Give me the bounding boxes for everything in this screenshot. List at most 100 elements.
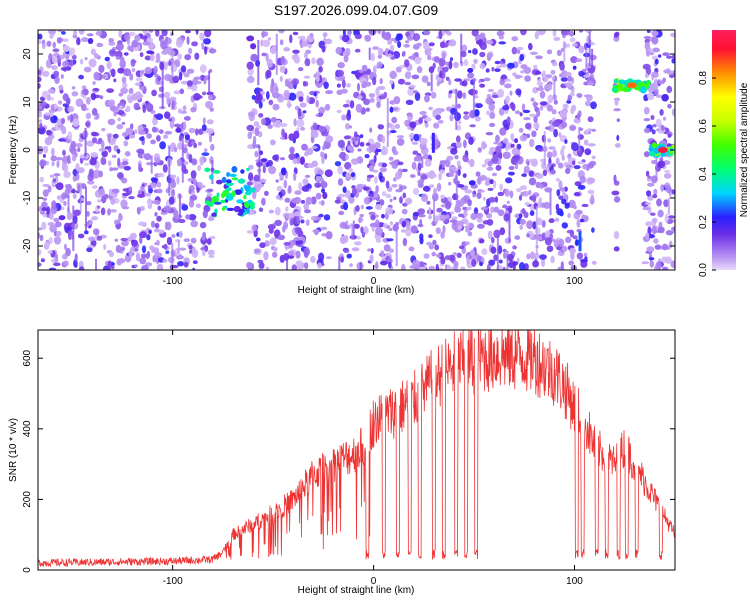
heatmap-cell — [579, 258, 588, 263]
heatmap-cell — [520, 64, 528, 70]
heatmap-cell — [38, 249, 42, 256]
heatmap-cell — [301, 199, 305, 204]
heatmap-cell — [253, 248, 261, 254]
heatmap-cell — [111, 154, 117, 158]
heatmap-cell — [88, 236, 96, 242]
heatmap-cell — [518, 194, 523, 201]
heatmap-cell — [343, 135, 351, 140]
heatmap-cell — [561, 154, 565, 161]
heatmap-cell — [146, 133, 153, 139]
heatmap-cell — [655, 154, 658, 180]
heatmap-cell — [248, 172, 254, 182]
heatmap-cell — [576, 252, 584, 260]
heatmap-cell — [209, 135, 213, 143]
heatmap-cell — [72, 118, 80, 127]
heatmap-cell — [485, 68, 490, 73]
heatmap-cell — [448, 79, 452, 86]
heatmap-cell — [294, 190, 302, 195]
heatmap-cell — [494, 60, 501, 65]
heatmap-cell — [134, 91, 142, 101]
heatmap-cell — [304, 262, 309, 270]
heatmap-cell — [296, 118, 305, 128]
heatmap-cell — [322, 32, 328, 38]
heatmap-cell — [526, 233, 530, 238]
heatmap-cell — [41, 207, 49, 212]
heatmap-cell — [369, 254, 374, 263]
heatmap-cell — [188, 153, 193, 163]
heatmap-cell — [650, 115, 655, 120]
heatmap-cell — [295, 260, 303, 266]
heatmap-cell — [644, 41, 651, 50]
heatmap-cell — [72, 205, 75, 251]
heatmap-cell — [136, 148, 145, 154]
heatmap-cell — [438, 30, 443, 40]
heatmap-cell — [92, 137, 98, 144]
heatmap-cell — [246, 261, 252, 269]
heatmap-cell — [348, 168, 353, 173]
heatmap-cell — [510, 133, 515, 141]
heatmap-cell — [112, 188, 120, 194]
heatmap-cell — [41, 201, 48, 208]
heatmap-cell — [516, 257, 520, 264]
heatmap-cell — [340, 235, 347, 244]
heatmap-cell — [577, 184, 586, 190]
heatmap-cell — [259, 178, 267, 183]
heatmap-cell — [430, 73, 433, 92]
heatmap-cell — [373, 65, 377, 74]
heatmap-feature-cell — [220, 192, 225, 199]
heatmap-cell — [587, 189, 595, 195]
heatmap-cell — [383, 244, 391, 252]
heatmap-cell — [558, 195, 564, 200]
heatmap-cell — [647, 226, 652, 235]
heatmap-cell — [449, 166, 457, 171]
heatmap-cell — [75, 163, 80, 171]
heatmap-cell — [546, 49, 553, 55]
heatmap-cell — [315, 99, 319, 108]
heatmap-cell — [461, 80, 468, 87]
heatmap-cell — [168, 60, 172, 66]
heatmap-cell — [121, 240, 129, 247]
heatmap-cell — [121, 177, 128, 184]
heatmap-cell — [318, 113, 323, 118]
heatmap-cell — [342, 186, 347, 193]
heatmap-cell — [649, 260, 655, 268]
heatmap-cell — [474, 109, 480, 117]
heatmap-cell — [160, 40, 168, 50]
heatmap-cell — [477, 223, 485, 229]
heatmap-cell — [61, 117, 66, 125]
heatmap-cell — [432, 62, 436, 69]
heatmap-cell — [413, 90, 419, 94]
heatmap-cell — [377, 30, 382, 35]
heatmap-cell — [402, 50, 406, 56]
heatmap-cell — [202, 249, 206, 256]
heatmap-cell — [456, 220, 464, 226]
heatmap-cell — [154, 253, 162, 257]
chart-title: S197.2026.099.04.07.G09 — [274, 2, 438, 18]
heatmap-cell — [144, 192, 152, 197]
heatmap-cell — [358, 69, 364, 73]
heatmap-cell — [193, 142, 198, 149]
heatmap-cell — [389, 44, 395, 52]
heatmap-cell — [662, 77, 666, 83]
heatmap-cell — [409, 174, 416, 178]
heatmap-cell — [261, 118, 266, 126]
heatmap-cell — [380, 250, 385, 258]
heatmap-cell — [323, 81, 329, 90]
heatmap-cell — [118, 212, 122, 221]
heatmap-cell — [457, 165, 462, 171]
heatmap-cell — [285, 206, 289, 212]
heatmap-cell — [72, 59, 77, 65]
heatmap-cell — [462, 173, 467, 179]
heatmap-cell — [292, 49, 300, 54]
heatmap-cell — [154, 157, 161, 164]
heatmap-cell — [412, 259, 420, 269]
heatmap-cell — [379, 167, 388, 173]
heatmap-cell — [449, 57, 454, 62]
heatmap-cell — [406, 221, 411, 226]
heatmap-cell — [78, 74, 84, 80]
heatmap-cell — [493, 206, 500, 213]
heatmap-cell — [491, 66, 495, 72]
heatmap-cell — [156, 239, 160, 246]
heatmap-cell — [451, 216, 458, 220]
